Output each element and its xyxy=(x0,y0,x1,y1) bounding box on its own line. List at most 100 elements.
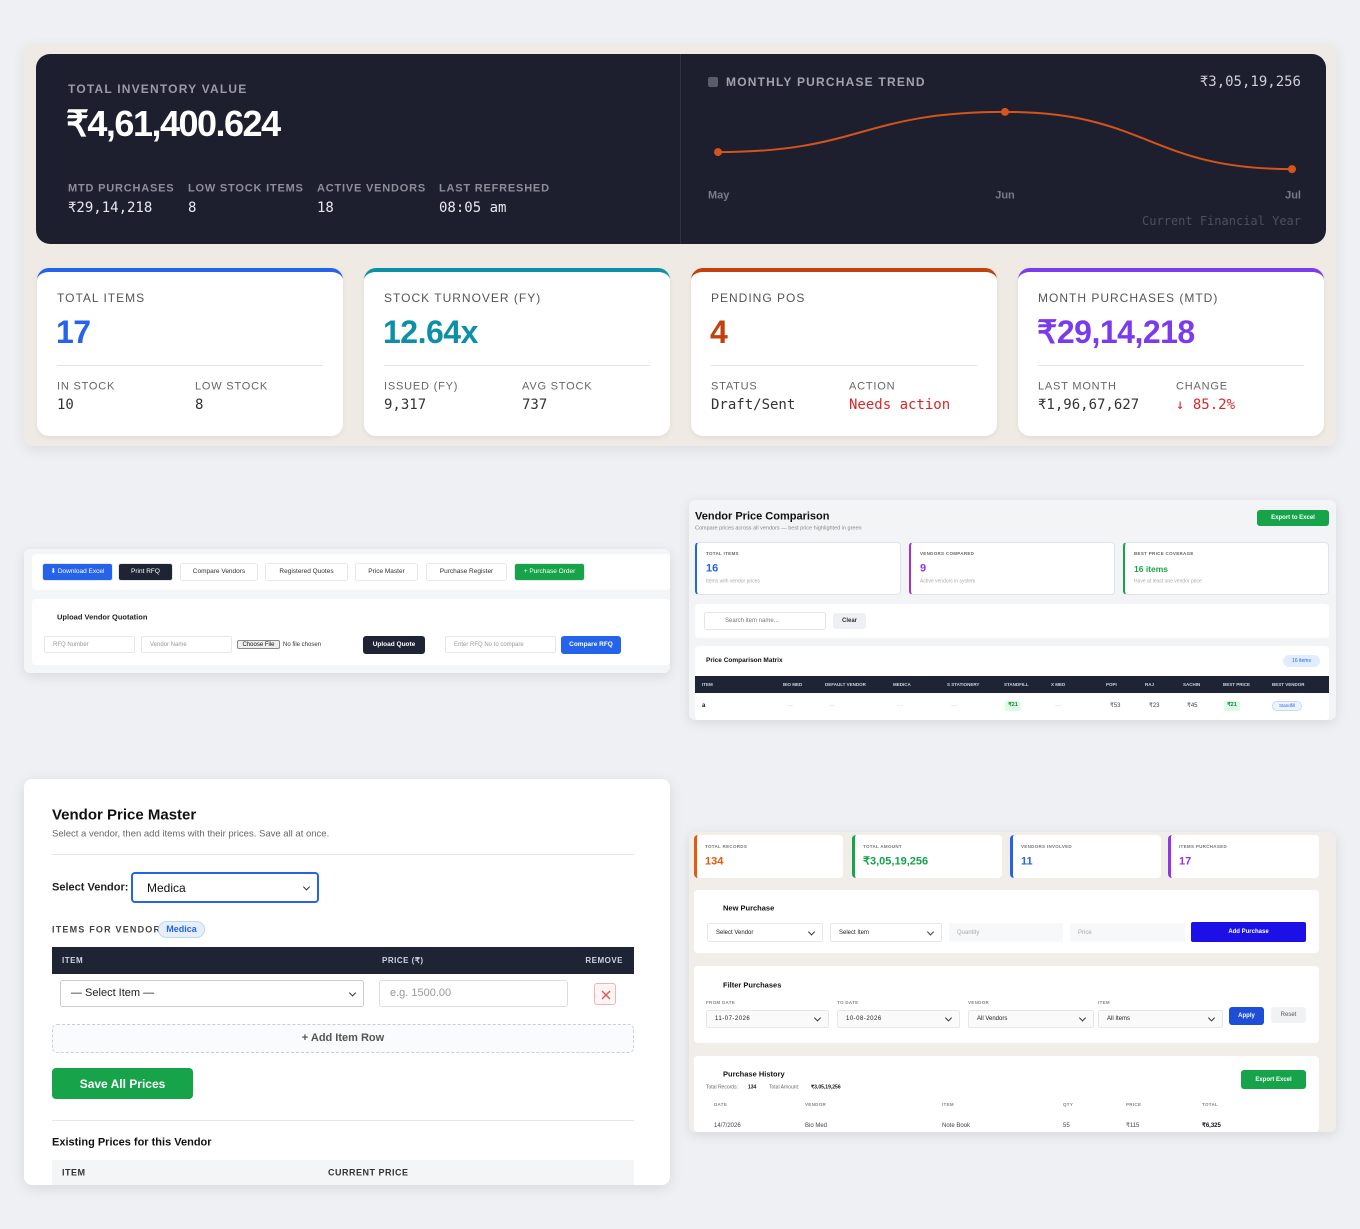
purchase-stat-value: 134 xyxy=(705,855,724,868)
kpi-detail-value: ↓ 85.2% xyxy=(1176,397,1236,413)
matrix-cell: — xyxy=(897,703,903,709)
hero-stat-value: 08:05 am xyxy=(439,200,507,216)
toolbar-button[interactable]: + Purchase Order xyxy=(514,563,585,581)
toolbar-button[interactable]: Print RFQ xyxy=(118,563,173,581)
new-purchase-field[interactable]: Select Item xyxy=(830,923,942,942)
toolbar-button[interactable]: Price Master xyxy=(355,563,418,581)
kpi-divider xyxy=(711,365,977,366)
rfq-number-input[interactable]: RFQ Number xyxy=(44,636,135,653)
history-card xyxy=(694,1056,1319,1132)
save-prices-button[interactable]: Save All Prices xyxy=(52,1068,193,1099)
matrix-cell: — xyxy=(829,703,835,709)
kpi-title: PENDING POS xyxy=(711,291,806,305)
history-header: PRICE xyxy=(1126,1101,1142,1107)
filter-field[interactable]: 11-07-2026 xyxy=(706,1010,829,1028)
chart-note: Current Financial Year xyxy=(1142,214,1301,228)
matrix-cell: ₹45 xyxy=(1187,703,1198,709)
history-header: QTY xyxy=(1063,1101,1074,1107)
filter-field[interactable]: All Items xyxy=(1098,1010,1223,1028)
kpi-detail-label: STATUS xyxy=(711,380,758,393)
kpi-value: 4 xyxy=(710,314,728,350)
summary-value: 16 xyxy=(706,562,719,575)
compare-rfq-button[interactable]: Compare RFQ xyxy=(561,636,621,654)
filter-field[interactable]: 10-08-2026 xyxy=(837,1010,960,1028)
matrix-header: BEST PRICE xyxy=(1223,681,1251,687)
matrix-header-bar xyxy=(695,676,1329,693)
items-vendor-badge: Medica xyxy=(158,921,205,938)
existing-title: Existing Prices for this Vendor xyxy=(52,1136,212,1149)
hero-divider xyxy=(680,54,681,244)
search-input[interactable]: Search item name... xyxy=(704,612,826,630)
existing-header: ITEM xyxy=(62,1167,86,1178)
new-purchase-title: New Purchase xyxy=(723,903,775,913)
kpi-detail-value: Draft/Sent xyxy=(711,397,796,413)
kpi-detail-value: 9,317 xyxy=(384,397,427,413)
vendor-select[interactable]: Medica xyxy=(131,872,319,903)
new-purchase-field[interactable]: Select Vendor xyxy=(707,923,823,942)
history-amount-label: Total Amount: xyxy=(769,1084,800,1091)
upload-quote-button[interactable]: Upload Quote xyxy=(363,636,425,654)
remove-button[interactable] xyxy=(594,983,616,1005)
matrix-cell: ₹53 xyxy=(1110,703,1121,709)
toolbar-button[interactable]: Purchase Register xyxy=(426,563,507,581)
toolbar-button[interactable]: ⬇ Download Excel xyxy=(42,563,113,581)
chart-icon xyxy=(708,77,718,87)
price-master-subtitle: Select a vendor, then add items with the… xyxy=(52,828,330,840)
history-records-label: Total Records: xyxy=(706,1084,738,1091)
history-header: VENDOR xyxy=(805,1101,827,1107)
chart-title: MONTHLY PURCHASE TREND xyxy=(726,75,926,89)
file-status: No file chosen xyxy=(283,642,322,648)
kpi-detail-value: 737 xyxy=(522,397,548,413)
purchase-stat-label: VENDORS INVOLVED xyxy=(1021,843,1072,849)
hero-stat-value: 18 xyxy=(317,200,334,216)
price-input[interactable]: e.g. 1500.00 xyxy=(379,980,568,1007)
comparison-subtitle: Compare prices across all vendors — best… xyxy=(695,525,862,532)
existing-header: CURRENT PRICE xyxy=(328,1167,409,1178)
apply-button[interactable]: Apply xyxy=(1229,1007,1264,1025)
kpi-detail-label: ACTION xyxy=(849,380,896,393)
purchase-stat-label: TOTAL AMOUNT xyxy=(863,843,902,849)
remove-icon xyxy=(601,990,611,1000)
new-purchase-field[interactable]: Price xyxy=(1070,923,1185,942)
history-cell: 14/7/2026 xyxy=(714,1123,741,1129)
items-header: ITEM xyxy=(62,956,84,965)
filter-field[interactable]: All Vendors xyxy=(968,1010,1094,1028)
kpi-divider xyxy=(1038,365,1304,366)
add-purchase-button[interactable]: Add Purchase xyxy=(1191,922,1306,942)
filter-label: ITEM xyxy=(1098,999,1110,1005)
kpi-card xyxy=(1018,268,1324,436)
compare-rfq-input[interactable]: Enter RFQ No to compare xyxy=(445,636,556,653)
item-select[interactable]: — Select Item — xyxy=(60,980,364,1007)
summary-card xyxy=(1123,542,1329,595)
hero-stat-label: ACTIVE VENDORS xyxy=(317,182,426,195)
vendor-name-input[interactable]: Vendor Name xyxy=(141,636,232,653)
chart-total: ₹3,05,19,256 xyxy=(1199,74,1301,90)
hero-label: TOTAL INVENTORY VALUE xyxy=(68,82,248,96)
choose-file-button[interactable]: Choose File xyxy=(237,640,280,649)
price-master-title: Vendor Price Master xyxy=(52,806,197,824)
reset-button[interactable]: Reset xyxy=(1271,1007,1306,1023)
divider xyxy=(52,854,634,855)
add-row-button[interactable]: + Add Item Row xyxy=(52,1024,634,1053)
filter-title: Filter Purchases xyxy=(723,980,782,990)
chart-category: May xyxy=(708,189,730,202)
history-header: ITEM xyxy=(942,1101,954,1107)
purchase-stat-card xyxy=(852,835,1002,878)
purchase-stat-card xyxy=(1168,835,1319,878)
matrix-title: Price Comparison Matrix xyxy=(706,656,783,664)
hero-value: ₹4,61,400.624 xyxy=(66,103,281,144)
clear-button[interactable]: Clear xyxy=(833,613,866,629)
toolbar-button[interactable]: Compare Vendors xyxy=(180,563,258,581)
history-amount: ₹3,05,19,256 xyxy=(811,1084,841,1091)
history-records: 134 xyxy=(748,1084,757,1091)
new-purchase-field[interactable]: Quantity xyxy=(949,923,1063,942)
export-excel-button[interactable]: Export to Excel xyxy=(1257,510,1329,526)
kpi-detail-value: ₹1,96,67,627 xyxy=(1038,397,1140,413)
history-title: Purchase History xyxy=(723,1069,785,1079)
kpi-detail-label: LOW STOCK xyxy=(195,380,269,393)
toolbar-button[interactable]: Registered Quotes xyxy=(265,563,348,581)
export-history-button[interactable]: Export Excel xyxy=(1241,1070,1306,1089)
search-card xyxy=(695,604,1329,638)
